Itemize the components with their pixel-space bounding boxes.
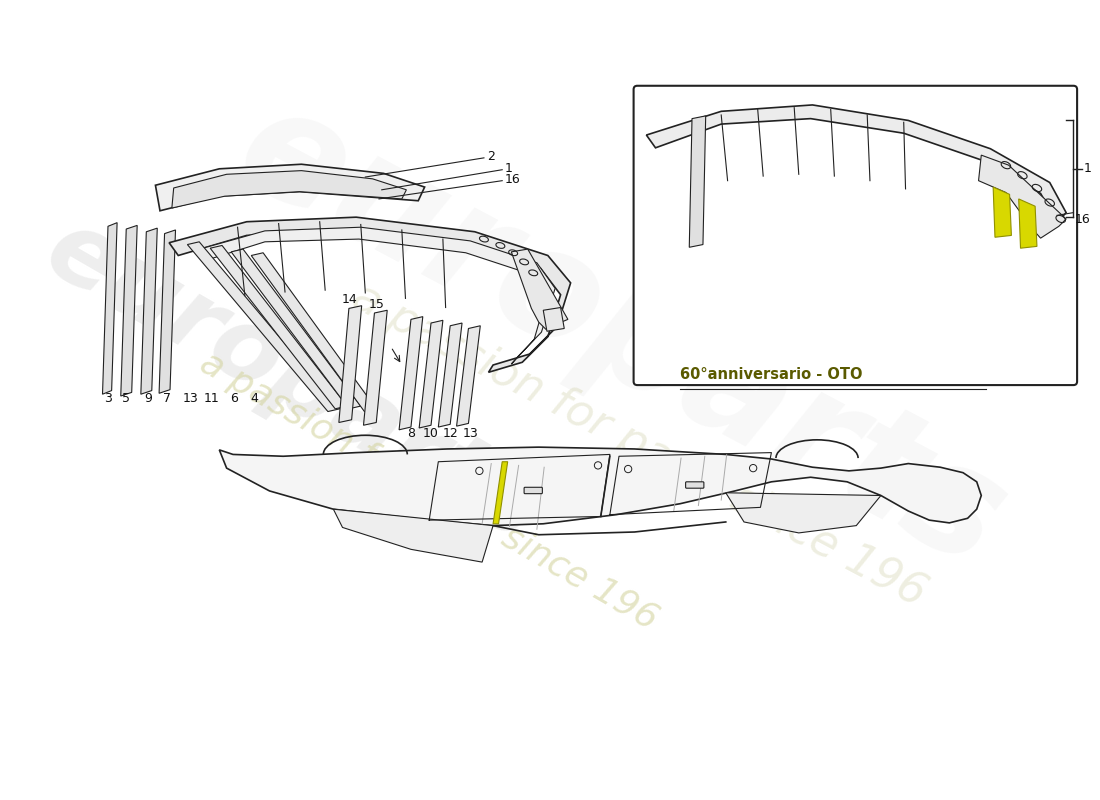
Text: a passion for parts since 196: a passion for parts since 196 [195, 346, 664, 636]
Polygon shape [1019, 199, 1037, 248]
Text: a passion for parts since 196: a passion for parts since 196 [344, 275, 934, 615]
Polygon shape [493, 462, 508, 524]
Text: 60°anniversario - OTO: 60°anniversario - OTO [680, 367, 862, 382]
Polygon shape [231, 249, 361, 409]
Polygon shape [102, 222, 117, 394]
Polygon shape [251, 253, 376, 411]
Polygon shape [160, 230, 176, 394]
Text: 1: 1 [505, 162, 513, 175]
Polygon shape [187, 242, 340, 411]
Polygon shape [333, 509, 493, 562]
FancyBboxPatch shape [685, 482, 704, 488]
Polygon shape [197, 227, 556, 364]
Polygon shape [419, 320, 443, 428]
Polygon shape [169, 217, 571, 372]
Polygon shape [690, 116, 706, 247]
FancyBboxPatch shape [524, 487, 542, 494]
Text: 13: 13 [462, 427, 478, 440]
Text: 6: 6 [230, 391, 238, 405]
Polygon shape [141, 228, 157, 394]
Text: 8: 8 [407, 427, 415, 440]
Text: europarts: europarts [29, 201, 556, 562]
Polygon shape [172, 170, 406, 208]
Text: 5: 5 [122, 391, 130, 405]
Text: 2: 2 [486, 150, 495, 163]
Text: 16: 16 [1075, 214, 1090, 226]
Polygon shape [155, 164, 425, 210]
Polygon shape [543, 307, 564, 331]
Polygon shape [647, 105, 1066, 222]
FancyBboxPatch shape [634, 86, 1077, 385]
Polygon shape [979, 155, 1066, 238]
Text: 9: 9 [144, 391, 152, 405]
Polygon shape [219, 447, 981, 526]
Polygon shape [726, 493, 881, 533]
Text: 10: 10 [424, 427, 439, 440]
Polygon shape [339, 306, 362, 422]
Text: 3: 3 [104, 391, 112, 405]
Polygon shape [456, 326, 481, 426]
Text: europarts: europarts [213, 72, 1029, 600]
Text: 16: 16 [505, 174, 520, 186]
Polygon shape [210, 246, 348, 409]
Text: 7: 7 [163, 391, 172, 405]
Text: 11: 11 [205, 391, 220, 405]
Polygon shape [399, 317, 422, 430]
Polygon shape [512, 249, 568, 330]
Text: 15: 15 [368, 298, 384, 310]
Polygon shape [121, 226, 138, 396]
Text: 14: 14 [342, 293, 358, 306]
Polygon shape [438, 323, 462, 427]
Polygon shape [993, 187, 1011, 238]
Polygon shape [363, 310, 387, 426]
Text: 13: 13 [183, 391, 198, 405]
Text: 1: 1 [1084, 162, 1091, 175]
Text: 12: 12 [442, 427, 458, 440]
Text: 4: 4 [250, 391, 257, 405]
